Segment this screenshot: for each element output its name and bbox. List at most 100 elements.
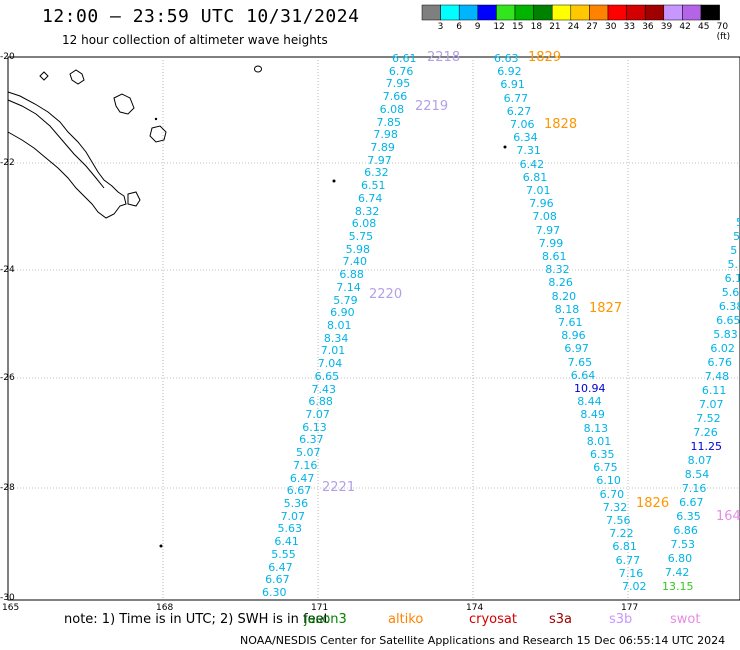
swh-value: 6.47	[268, 560, 293, 574]
swh-value: 8.32	[354, 204, 380, 218]
swh-value: 6.1	[724, 272, 740, 285]
swh-value: 7.42	[664, 566, 690, 579]
swh-value: 8.49	[580, 408, 605, 422]
swh-value: 7.98	[373, 128, 398, 142]
legend-s3b: s3b	[609, 612, 633, 627]
colorbar-label: 15	[512, 22, 524, 32]
swh-value: 6.67	[265, 573, 290, 587]
swh-value: 7.99	[538, 236, 564, 250]
swh-value: 6.61	[392, 52, 417, 65]
swh-value: 7.89	[370, 141, 395, 154]
colorbar	[421, 4, 720, 21]
map-subtitle: 12 hour collection of altimeter wave hei…	[62, 33, 328, 47]
swh-value: 7.22	[609, 527, 634, 541]
pass-label-1829: 1829	[528, 50, 562, 65]
lat-label-26s: -26	[0, 373, 15, 383]
swh-value: 6.35	[590, 448, 615, 461]
swh-value: 6.35	[676, 510, 701, 523]
swh-value: 7.65	[567, 355, 593, 369]
colorbar-label: 6	[456, 22, 462, 32]
swh-value: 5.83	[713, 328, 738, 341]
swh-value: 10.94	[574, 382, 606, 395]
pass-label-1828: 1828	[544, 117, 578, 132]
swh-value: 5	[730, 244, 738, 257]
swh-value: 7.43	[311, 382, 337, 396]
swh-value: 6.76	[707, 356, 733, 369]
swh-value: 6.75	[593, 461, 618, 475]
swh-value: 6.90	[330, 306, 355, 320]
swh-value: 6.08	[351, 217, 377, 231]
swh-value: 5.79	[333, 293, 358, 307]
swh-value: 8.01	[327, 319, 352, 332]
swh-value: 7.14	[336, 280, 361, 294]
swh-value: 7.07	[305, 408, 330, 421]
swh-value: 6.38	[718, 300, 740, 313]
lon-label-174: 174	[466, 603, 484, 613]
colorbar-swatch	[421, 4, 441, 21]
swh-value: 7.16	[618, 566, 644, 580]
lon-label-168: 168	[156, 603, 174, 613]
coastline	[7, 65, 262, 219]
colorbar-swatch	[496, 4, 516, 21]
swh-value: 6.47	[289, 471, 315, 485]
swh-value: 6.76	[388, 64, 414, 78]
colorbar-swatch	[514, 4, 534, 21]
swh-value: 5.69	[721, 286, 740, 299]
pass-label-2219: 2219	[415, 99, 449, 114]
swh-value: 13.15	[662, 580, 694, 593]
pass-label-164: 164	[716, 509, 740, 524]
legend-s3a: s3a	[549, 612, 573, 627]
swh-value: 6.65	[314, 369, 340, 383]
footnote: note: 1) Time is in UTC; 2) SWH is in fe…	[64, 612, 329, 627]
swh-value: 6.34	[513, 131, 538, 145]
legend-jason3: jason3	[304, 612, 347, 627]
swh-value: 6.67	[286, 484, 312, 498]
swh-value: 7.16	[292, 458, 318, 472]
legend-swot: swot	[670, 612, 701, 627]
swh-value: 5	[733, 230, 740, 243]
swh-value: 8.01	[586, 434, 612, 448]
swh-value: 7.16	[681, 482, 707, 495]
pass-label-1826: 1826	[636, 496, 670, 511]
colorbar-label: 70 (ft)	[716, 22, 731, 42]
colorbar-swatch	[700, 4, 720, 21]
credit-line: NOAA/NESDIS Center for Satellite Applica…	[240, 634, 726, 647]
swh-value: 6.10	[596, 474, 621, 488]
swh-value: 6.13	[302, 420, 327, 434]
swh-value: 6.30	[262, 586, 287, 599]
colorbar-swatch	[551, 4, 572, 21]
swh-value: 8.20	[551, 289, 577, 303]
lon-label-165: 165	[2, 603, 20, 613]
swh-value: 8.44	[577, 395, 602, 409]
swh-value: 6.11	[701, 384, 727, 397]
pass-label-2220: 2220	[369, 287, 403, 302]
swh-value: 7.07	[280, 509, 306, 523]
map-frame	[7, 56, 740, 601]
swh-value: 7.01	[526, 184, 551, 197]
swh-value: 7.32	[602, 500, 628, 514]
swh-value: 7.85	[376, 115, 402, 129]
swh-value: 6.64	[570, 368, 596, 382]
pass-label-2221: 2221	[322, 480, 356, 495]
colorbar-label: 45	[698, 22, 710, 32]
swh-value: 5.98	[345, 242, 371, 256]
lat-label-30s: -30	[0, 593, 15, 603]
swh-value: 6.42	[519, 157, 545, 171]
swh-value: 8.96	[561, 329, 586, 343]
swh-value: 6.97	[564, 342, 589, 356]
swh-value: 7.95	[385, 77, 411, 91]
colorbar-swatch	[570, 4, 590, 21]
swh-value: 5.55	[271, 547, 296, 561]
swh-value: 6.81	[522, 170, 548, 184]
swh-value: 6.81	[612, 540, 637, 554]
swh-value: 7.48	[704, 370, 730, 383]
swh-value: 6.74	[357, 191, 383, 205]
swh-value: 6.32	[364, 166, 389, 180]
swh-value: 7.26	[693, 426, 718, 439]
swh-value: 5.7	[727, 258, 740, 271]
swh-value: 6.92	[497, 65, 522, 79]
swh-value: 7.56	[606, 514, 631, 527]
lat-label-24s: -24	[0, 265, 15, 275]
swh-value: 6.27	[506, 104, 532, 118]
swh-value: 6.91	[500, 78, 525, 92]
